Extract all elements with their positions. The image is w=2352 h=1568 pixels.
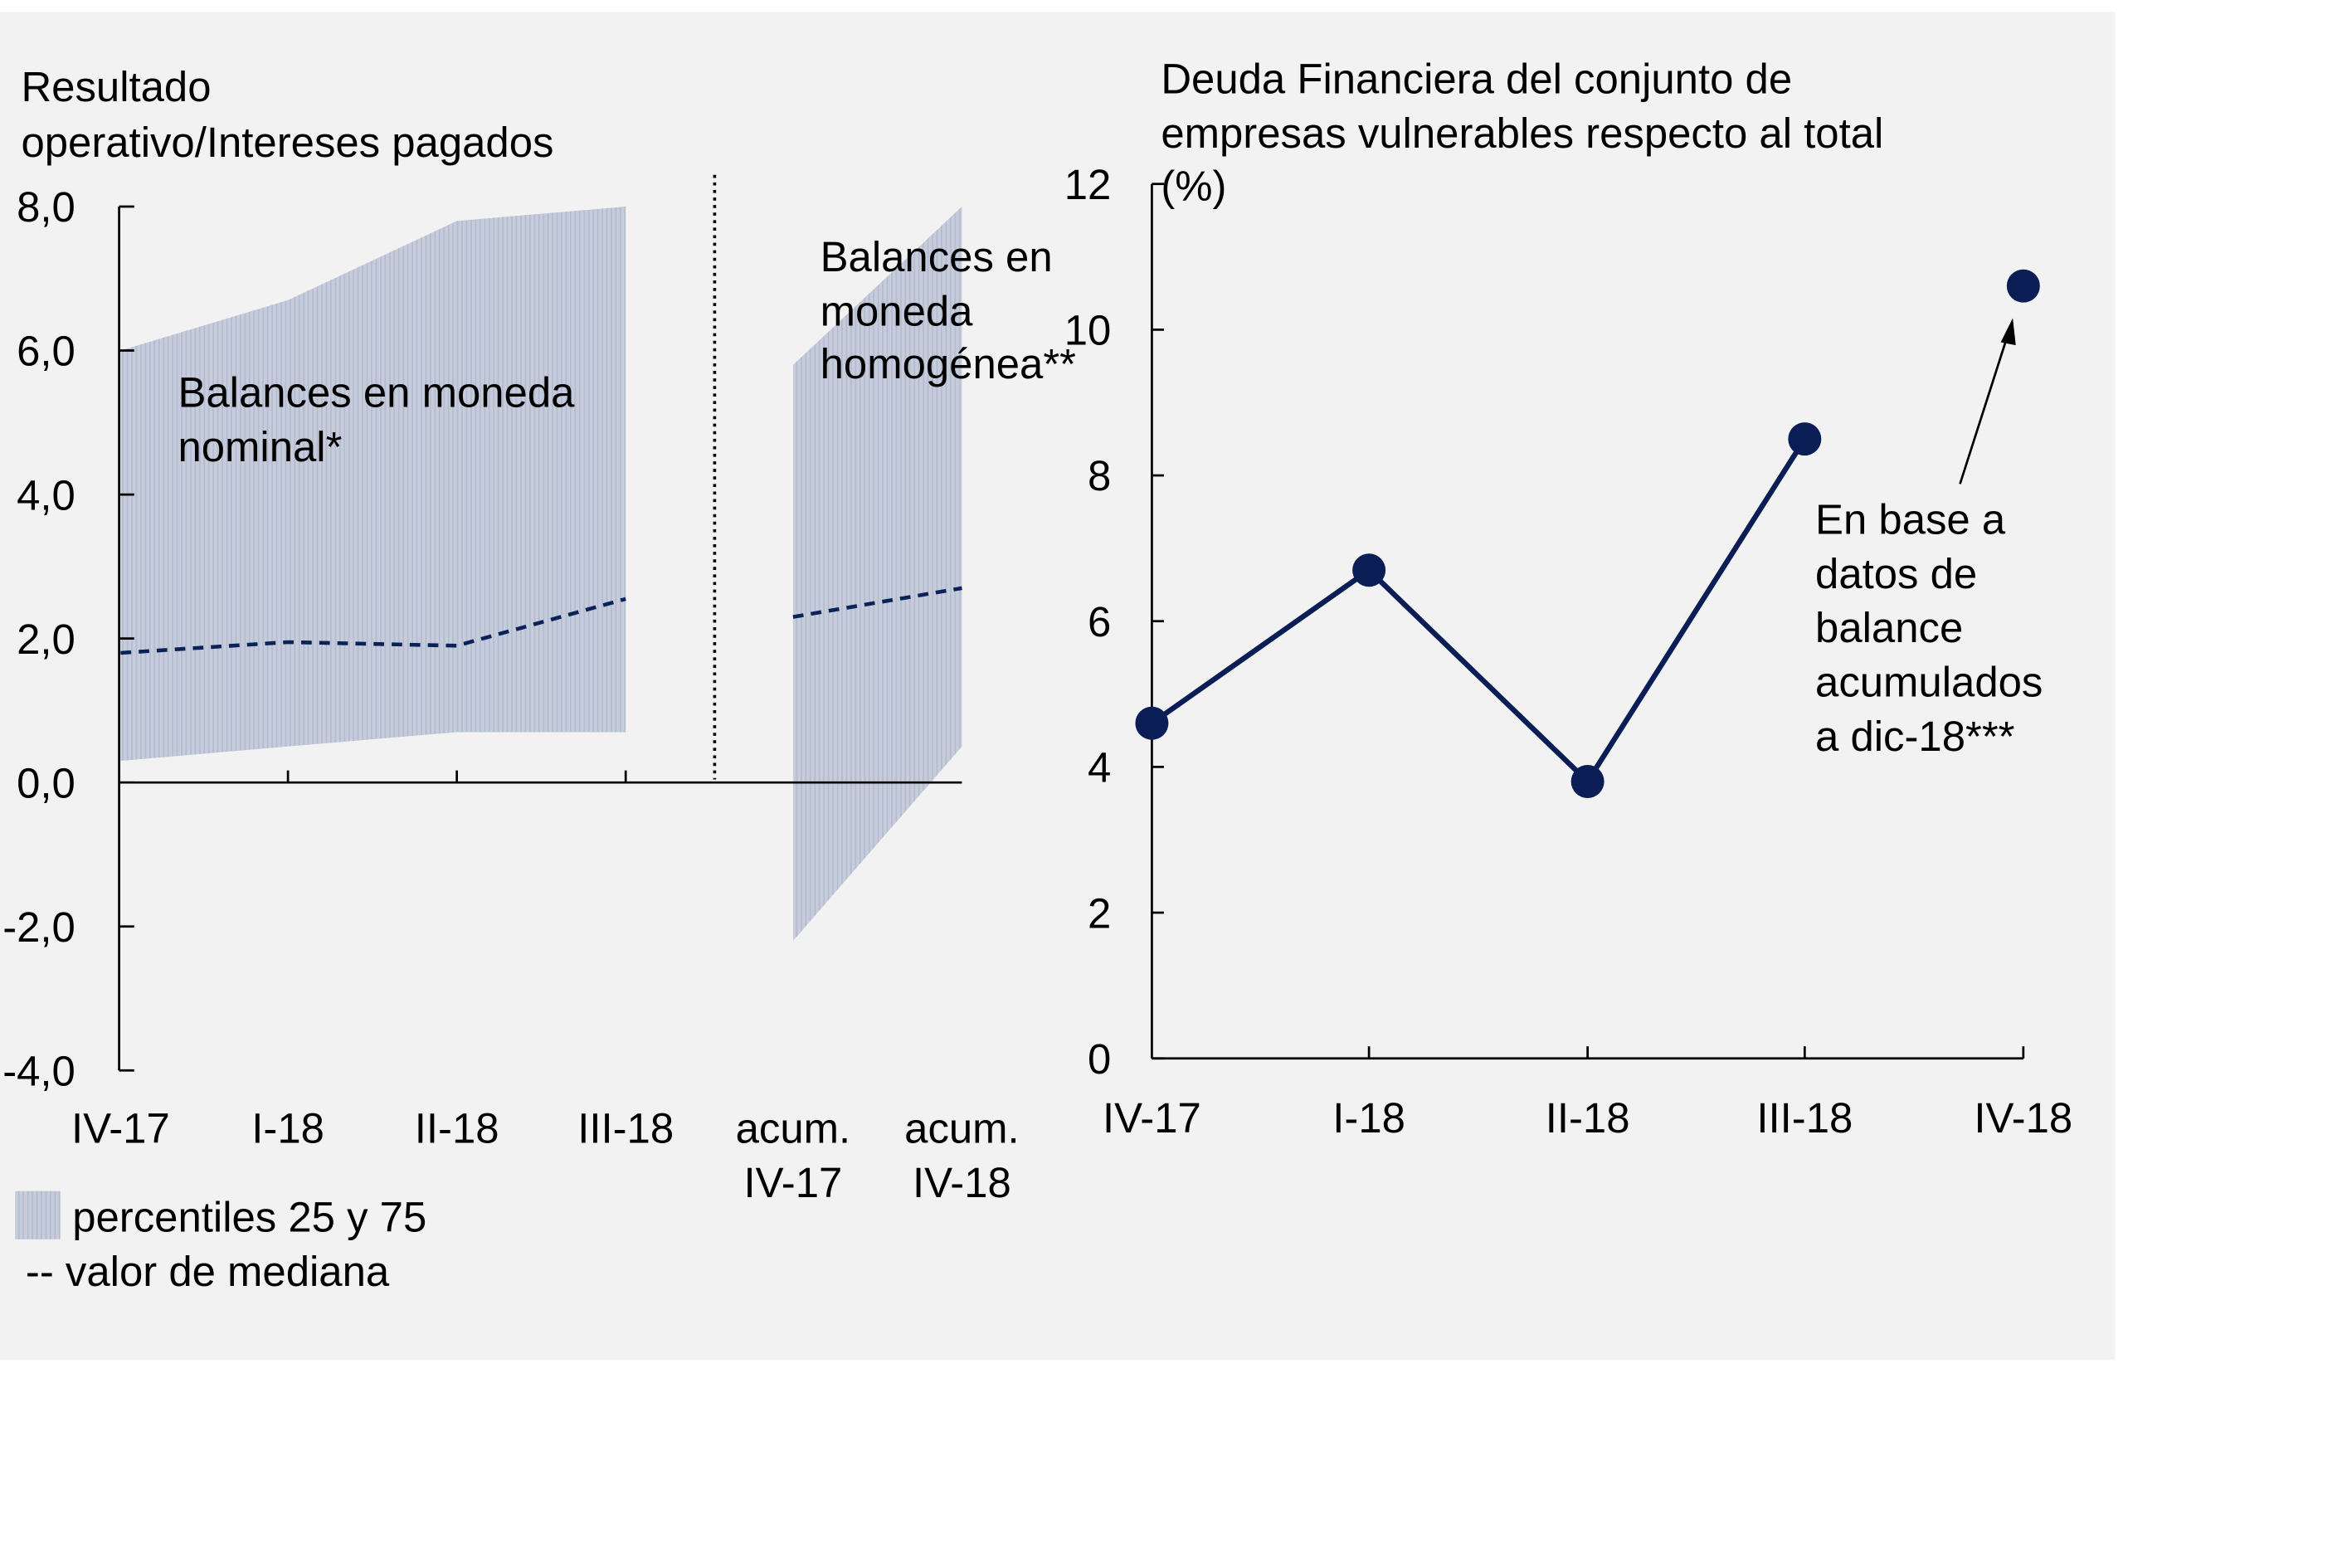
right-x-tick-label: II-18 bbox=[1546, 1094, 1630, 1142]
data-point-I-18 bbox=[1352, 553, 1386, 587]
right-title-line-2: empresas vulnerables respecto al total bbox=[1161, 110, 1883, 157]
data-point-IV-17 bbox=[1135, 706, 1169, 740]
right-x-tick-label: IV-17 bbox=[1103, 1094, 1201, 1142]
left-x-tick-label: III-18 bbox=[577, 1105, 674, 1152]
left-y-tick-label: -2,0 bbox=[2, 903, 75, 951]
annotation-line: En base a bbox=[1815, 495, 2006, 543]
percentile-band-1 bbox=[792, 206, 962, 942]
right-y-tick-label: 12 bbox=[1064, 161, 1112, 208]
right-y-tick-label: 2 bbox=[1088, 889, 1111, 937]
left-y-tick-label: 6,0 bbox=[17, 328, 75, 375]
data-point-III-18 bbox=[1788, 422, 1822, 456]
annotation-line: datos de bbox=[1815, 550, 1977, 597]
right-x-tick-label: IV-18 bbox=[1974, 1094, 2072, 1142]
series-line bbox=[1150, 437, 1808, 786]
legend-median-label: -- valor de mediana bbox=[26, 1248, 390, 1295]
data-point-II-18 bbox=[1570, 764, 1605, 798]
left-y-tick-label: 8,0 bbox=[17, 183, 75, 231]
left-x-tick-label: IV-17 bbox=[744, 1159, 843, 1206]
left-x-tick-label: II-18 bbox=[415, 1105, 499, 1152]
right-x-tick-label: III-18 bbox=[1756, 1094, 1853, 1142]
right-chart: Deuda Financiera del conjunto de empresa… bbox=[1064, 56, 2072, 1142]
median-line-0 bbox=[120, 597, 626, 655]
left-title-line-2: operativo/Intereses pagados bbox=[21, 119, 553, 166]
right-y-tick-label: 6 bbox=[1088, 598, 1111, 645]
annotation-line: balance bbox=[1815, 604, 1963, 651]
left-x-tick-label: IV-18 bbox=[913, 1159, 1011, 1206]
percentile-band-0 bbox=[120, 206, 626, 762]
annotation-arrow bbox=[1959, 328, 2011, 485]
group-label-nominal-2: nominal* bbox=[178, 423, 342, 470]
left-y-tick-label: 0,0 bbox=[17, 759, 75, 806]
median-line-1 bbox=[792, 586, 962, 619]
data-point-IV-18 bbox=[2006, 269, 2040, 303]
annotation-line: acumulados bbox=[1815, 659, 2043, 706]
right-x-tick-label: I-18 bbox=[1332, 1094, 1405, 1142]
right-title-unit: (%) bbox=[1161, 163, 1226, 210]
right-y-tick-label: 0 bbox=[1088, 1035, 1111, 1083]
left-x-tick-label: acum. bbox=[904, 1105, 1020, 1152]
legend-band-swatch bbox=[15, 1191, 61, 1239]
left-x-tick-label: I-18 bbox=[251, 1105, 324, 1152]
group-label-homog-3: homogénea** bbox=[821, 340, 1076, 387]
left-title-line-1: Resultado bbox=[21, 63, 211, 110]
group-label-homog-1: Balances en bbox=[821, 233, 1053, 280]
left-y-tick-label: 4,0 bbox=[17, 471, 75, 519]
left-x-tick-label: IV-17 bbox=[71, 1105, 170, 1152]
legend-band-label: percentiles 25 y 75 bbox=[72, 1194, 426, 1241]
right-y-tick-label: 10 bbox=[1064, 307, 1112, 354]
left-y-tick-label: 2,0 bbox=[17, 616, 75, 663]
left-y-tick-label: -4,0 bbox=[2, 1047, 75, 1094]
group-label-nominal-1: Balances en moneda bbox=[178, 369, 575, 416]
annotation-arrowhead bbox=[2000, 318, 2016, 346]
right-y-tick-label: 4 bbox=[1088, 744, 1111, 791]
left-x-tick-label: acum. bbox=[736, 1105, 851, 1152]
annotation-line: a dic-18*** bbox=[1815, 713, 2014, 760]
right-y-tick-label: 8 bbox=[1088, 452, 1111, 499]
group-label-homog-2: moneda bbox=[821, 288, 974, 335]
left-chart: Resultado operativo/Intereses pagados 8,… bbox=[2, 63, 1076, 1295]
right-title-line-1: Deuda Financiera del conjunto de bbox=[1161, 56, 1792, 103]
